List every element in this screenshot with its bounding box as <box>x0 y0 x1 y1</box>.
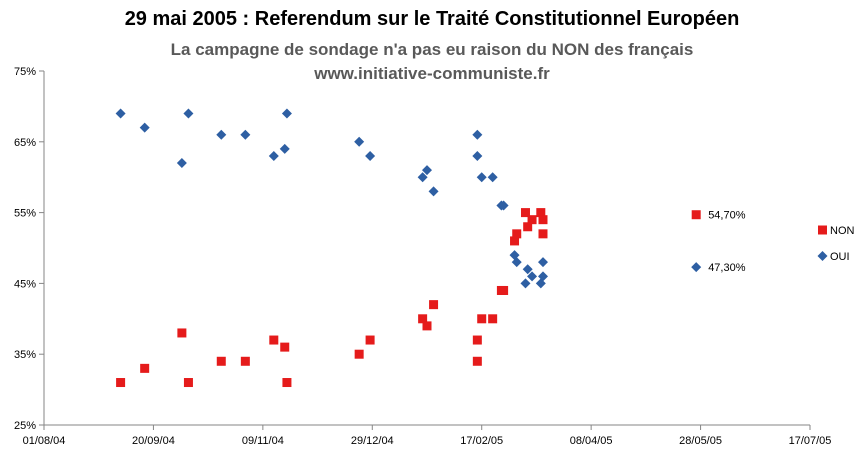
x-tick-label: 17/07/05 <box>789 435 832 447</box>
y-tick-label: 75% <box>14 66 36 78</box>
oui-point <box>176 158 187 169</box>
oui-point <box>216 129 227 140</box>
oui-point <box>537 257 548 268</box>
non-point <box>280 342 290 352</box>
x-tick-label: 20/09/04 <box>132 435 175 447</box>
non-point <box>269 335 279 345</box>
non-point <box>520 208 530 218</box>
non-point <box>354 349 364 359</box>
x-tick-label: 28/05/05 <box>679 435 722 447</box>
non-point <box>527 215 537 225</box>
x-tick-label: 08/04/05 <box>570 435 613 447</box>
legend-swatch-oui <box>817 251 828 261</box>
y-tick-label: 45% <box>14 278 36 290</box>
non-point <box>538 215 548 225</box>
non-point <box>472 335 482 345</box>
x-tick-label: 09/11/04 <box>242 435 284 447</box>
oui-point <box>691 262 702 273</box>
x-tick-label: 01/08/04 <box>23 435 66 447</box>
oui-point <box>417 172 428 183</box>
oui-point <box>422 165 432 176</box>
oui-point <box>268 150 279 161</box>
non-point <box>691 210 701 220</box>
oui-point <box>183 108 194 119</box>
legend-label-oui: OUI <box>830 251 850 263</box>
oui-point <box>520 278 531 289</box>
non-point <box>472 356 482 366</box>
non-point <box>510 236 520 246</box>
chart-title: 29 mai 2005 : Referendum sur le Traité C… <box>124 8 740 30</box>
oui-point <box>498 200 509 211</box>
legend-label-non: NON <box>830 225 855 237</box>
non-point <box>177 328 187 338</box>
non-point <box>499 285 509 295</box>
oui-point <box>139 122 150 133</box>
y-tick-label: 35% <box>14 349 36 361</box>
oui-point <box>476 172 487 183</box>
oui-point <box>472 129 483 140</box>
oui-point <box>511 257 522 268</box>
annotation-non: 54,70% <box>708 210 746 222</box>
y-tick-label: 55% <box>14 208 36 220</box>
non-point <box>429 300 439 310</box>
x-tick-label: 17/02/05 <box>460 435 503 447</box>
oui-point <box>522 264 533 275</box>
annotation-oui: 47,30% <box>708 262 746 274</box>
oui-point <box>472 150 483 161</box>
oui-point <box>537 271 548 282</box>
oui-point <box>365 150 376 161</box>
non-point <box>418 314 428 324</box>
oui-point <box>115 108 126 119</box>
oui-point <box>527 271 538 282</box>
non-point <box>365 335 375 345</box>
y-tick-label: 25% <box>14 420 36 432</box>
oui-point <box>428 186 439 197</box>
legend-swatch-non <box>818 225 827 235</box>
chart-website: www.initiative-communiste.fr <box>314 64 550 83</box>
non-point <box>536 208 546 218</box>
non-point <box>183 378 193 388</box>
x-tick-label: 29/12/04 <box>351 435 394 447</box>
non-point <box>523 222 533 232</box>
non-point <box>240 356 250 366</box>
chart-subtitle: La campagne de sondage n'a pas eu raison… <box>170 40 694 59</box>
non-point <box>477 314 487 324</box>
non-point <box>538 229 548 239</box>
non-point <box>140 363 150 373</box>
non-point <box>512 229 522 239</box>
oui-point <box>487 172 498 183</box>
oui-point <box>279 143 290 154</box>
non-point <box>116 378 126 388</box>
oui-point <box>240 129 251 140</box>
non-point <box>422 321 432 331</box>
y-tick-label: 65% <box>14 137 36 149</box>
oui-point <box>354 136 365 147</box>
non-point <box>488 314 498 324</box>
non-point <box>282 378 292 388</box>
non-point <box>216 356 226 366</box>
oui-point <box>281 108 292 119</box>
